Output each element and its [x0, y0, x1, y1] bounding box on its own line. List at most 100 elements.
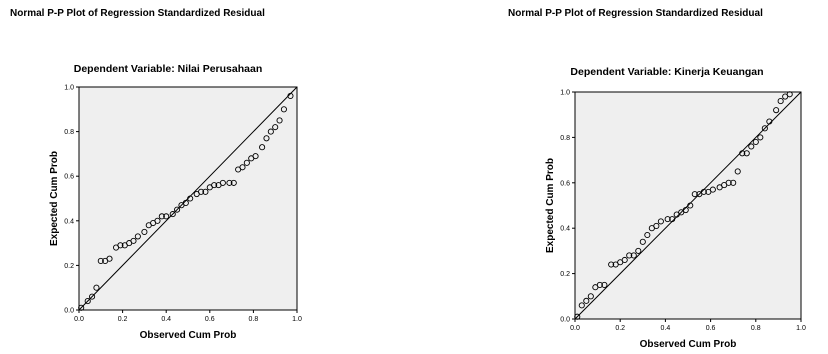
data-point	[773, 107, 780, 114]
data-point	[653, 222, 660, 229]
data-point	[198, 188, 205, 195]
data-point	[117, 242, 124, 249]
data-point	[601, 281, 608, 289]
data-point	[664, 216, 671, 223]
data-point	[219, 179, 226, 186]
y-tick-label: 0.4	[560, 226, 570, 233]
data-point	[752, 138, 759, 145]
data-point	[630, 252, 637, 259]
data-point	[243, 159, 250, 166]
x-axis-label: Observed Cum Prob	[640, 339, 737, 350]
data-point	[657, 218, 664, 225]
x-tick-label: 0.2	[615, 325, 625, 332]
y-tick-label: 0.8	[560, 135, 570, 142]
x-tick-label: 0.8	[249, 316, 259, 323]
data-point	[106, 255, 113, 262]
data-point	[187, 195, 194, 202]
x-tick-label: 1.0	[292, 316, 302, 323]
data-point	[739, 150, 746, 157]
x-tick-label: 0.2	[118, 316, 128, 323]
data-point	[230, 179, 237, 186]
data-point	[777, 98, 784, 105]
y-tick-label: 0.6	[64, 174, 74, 181]
data-point	[587, 293, 594, 300]
data-point	[163, 213, 170, 220]
data-point	[154, 217, 161, 224]
pp-plot-nilai-perusahaan: Normal P-P Plot of Regression Standardiz…	[10, 8, 302, 342]
data-point	[267, 128, 274, 135]
data-point	[639, 238, 646, 245]
pp-plot-svg: 0.0 0.2 0.4 0.6 0.8 1.0 0.0 0.2 0.4 0.6 0.8 1.0 Obse…	[49, 85, 302, 342]
data-point	[786, 91, 793, 98]
data-point	[226, 179, 233, 186]
data-point	[583, 297, 590, 304]
y-tick-label: 1.0	[64, 85, 74, 92]
data-point	[761, 125, 768, 132]
data-point	[78, 304, 85, 311]
data-point	[621, 256, 628, 264]
data-point	[93, 284, 100, 291]
x-tick-label: 0.0	[74, 316, 84, 323]
data-point	[280, 106, 287, 113]
data-point	[263, 135, 270, 142]
chart-subtitle: Dependent Variable: Kinerja Keuangan	[570, 66, 764, 78]
data-point	[239, 164, 246, 171]
data-point	[574, 313, 581, 320]
data-point	[84, 298, 91, 305]
y-tick-label: 0.2	[64, 263, 74, 270]
data-point	[259, 144, 266, 151]
data-point	[130, 237, 137, 244]
data-point	[211, 182, 218, 189]
data-point	[700, 188, 707, 195]
y-tick-label: 0.4	[64, 218, 74, 225]
y-tick-label: 0.8	[64, 129, 74, 136]
y-axis-label: Expected Cum Prob	[49, 151, 60, 246]
data-point	[743, 150, 750, 157]
x-tick-label: 1.0	[796, 325, 806, 332]
chart-title: Normal P-P Plot of Regression Standardiz…	[10, 8, 265, 19]
data-point	[169, 211, 176, 218]
pp-plot-kinerja-keuangan: Normal P-P Plot of Regression Standardiz…	[414, 0, 828, 354]
data-point	[730, 179, 737, 186]
data-point	[141, 228, 148, 235]
data-point	[766, 118, 773, 125]
data-point	[635, 247, 642, 254]
data-point	[174, 206, 181, 213]
data-point	[757, 134, 764, 141]
y-tick-label: 1.0	[560, 90, 570, 97]
data-point	[608, 261, 615, 268]
data-point	[709, 186, 716, 193]
data-point	[272, 124, 279, 131]
data-point	[669, 216, 676, 223]
data-point	[691, 191, 698, 198]
data-point	[134, 233, 141, 240]
x-tick-label: 0.6	[205, 316, 215, 323]
y-axis-label: Expected Cum Prob	[545, 158, 556, 253]
x-tick-label: 0.0	[570, 325, 580, 332]
chart-subtitle: Dependent Variable: Nilai Perusahaan	[73, 63, 263, 75]
pp-plot-svg: 0.0 0.2 0.4 0.6 0.8 1.0 0.0 0.2 0.4 0.6 0.8 1.0 Obse…	[545, 90, 806, 351]
chart-title: Normal P-P Plot of Regression Standardiz…	[508, 8, 763, 19]
x-tick-label: 0.4	[161, 316, 171, 323]
data-point	[276, 117, 283, 124]
x-axis-label: Observed Cum Prob	[140, 330, 237, 341]
y-tick-label: 0.2	[560, 271, 570, 278]
data-point	[596, 281, 603, 289]
data-point	[682, 206, 689, 214]
data-point	[644, 231, 651, 239]
x-tick-label: 0.6	[706, 325, 716, 332]
data-point	[725, 179, 732, 186]
y-tick-label: 0.0	[64, 308, 74, 315]
data-point	[202, 188, 209, 195]
x-tick-label: 0.8	[751, 325, 761, 332]
data-point	[182, 199, 189, 207]
data-point	[158, 213, 165, 220]
x-tick-label: 0.4	[661, 325, 671, 332]
data-point	[287, 92, 294, 99]
y-tick-label: 0.6	[560, 180, 570, 187]
data-point	[97, 257, 104, 264]
data-point	[626, 252, 633, 259]
data-point	[687, 202, 694, 209]
data-point	[748, 143, 755, 150]
